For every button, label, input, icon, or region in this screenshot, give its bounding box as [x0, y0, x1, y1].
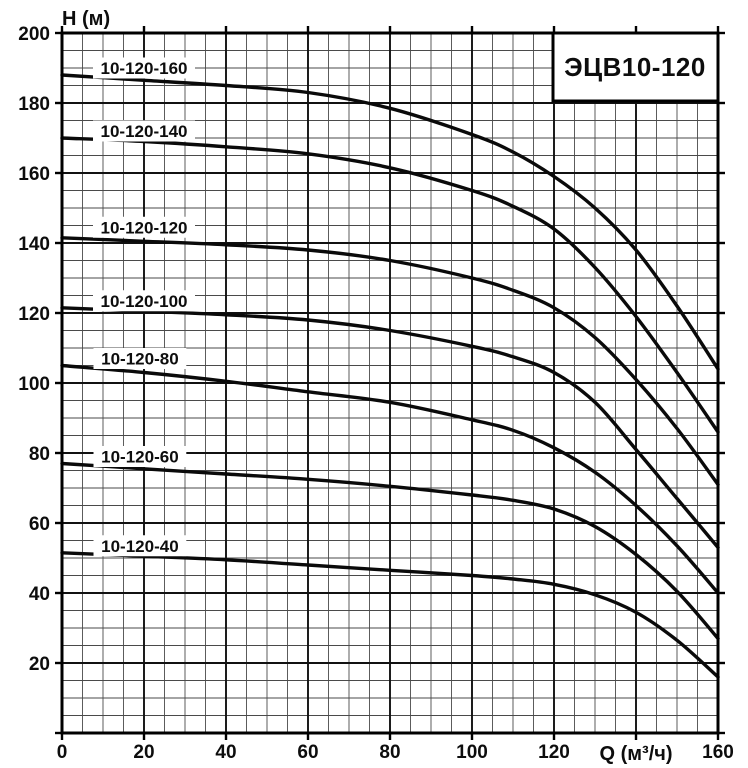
title-box-frame	[551, 31, 720, 103]
curve-10-120-140	[60, 136, 720, 434]
curve-label-bg-10-120-120	[93, 216, 195, 238]
y-tick-label-40: 40	[29, 584, 50, 605]
x-tick-label-60: 60	[297, 742, 318, 763]
x-tick-label-80: 80	[379, 742, 400, 763]
curve-label-bg-10-120-160	[93, 57, 195, 79]
x-tick-label-120: 120	[538, 742, 570, 763]
curve-label-bg-10-120-80	[93, 348, 187, 369]
curve-10-120-80	[60, 363, 720, 595]
curve-label-bg-10-120-100	[93, 290, 195, 312]
x-tick-label-160: 160	[702, 742, 734, 763]
y-tick-label-120: 120	[18, 304, 50, 325]
x-tick-label-100: 100	[456, 742, 488, 763]
curve-10-120-100	[60, 306, 720, 550]
y-tick-label-200: 200	[18, 24, 50, 45]
curve-label-10-120-40: 10-120-40	[101, 537, 179, 556]
curve-label-10-120-160: 10-120-160	[101, 59, 188, 78]
curve-labels: 10-120-160 10-120-140 10-120-120 10-120-100…	[93, 57, 195, 557]
curve-label-10-120-100: 10-120-100	[101, 292, 188, 311]
title-box: ЭЦВ10-120	[551, 31, 720, 103]
x-axis-title: Q (м³/ч)	[599, 743, 672, 765]
y-tick-label-140: 140	[18, 234, 50, 255]
curve-10-120-120	[60, 236, 720, 487]
curve-label-bg-10-120-60	[93, 446, 187, 467]
curve-label-10-120-140: 10-120-140	[101, 122, 188, 141]
curve-10-120-40	[60, 551, 720, 679]
curve-label-10-120-120: 10-120-120	[101, 218, 188, 237]
curve-label-10-120-60: 10-120-60	[101, 448, 179, 467]
chart-title: ЭЦВ10-120	[564, 52, 706, 82]
y-axis-title: H (м)	[62, 8, 110, 30]
y-tick-label-20: 20	[29, 654, 50, 675]
curve-label-bg-10-120-140	[93, 120, 195, 142]
curve-10-120-60	[60, 461, 720, 641]
y-tick-label-180: 180	[18, 94, 50, 115]
y-tick-label-100: 100	[18, 374, 50, 395]
curve-label-10-120-80: 10-120-80	[101, 350, 179, 369]
y-tick-label-60: 60	[29, 514, 50, 535]
y-tick-label-80: 80	[29, 444, 50, 465]
x-tick-label-0: 0	[57, 742, 68, 763]
tick-labels: 0 20 40 60 80 100 120 160 20 40 60 80 100 120 140 160 18…	[18, 24, 734, 763]
x-tick-label-40: 40	[215, 742, 236, 763]
y-tick-label-160: 160	[18, 164, 50, 185]
x-tick-label-20: 20	[133, 742, 154, 763]
curve-label-bg-10-120-40	[93, 535, 187, 557]
curve-10-120-160	[60, 73, 720, 371]
axis-ticks	[55, 26, 725, 740]
pump-curves	[60, 73, 720, 679]
